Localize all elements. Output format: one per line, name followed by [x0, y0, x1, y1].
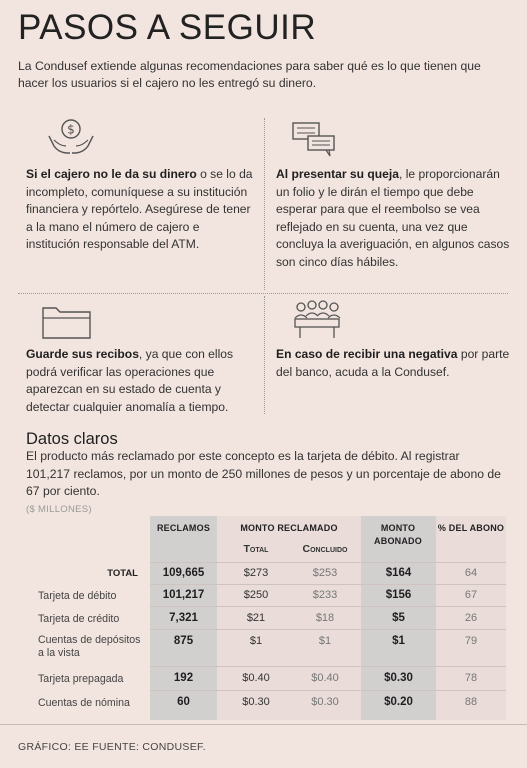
row-label: Cuentas de depósitos a la vista: [38, 634, 141, 659]
cell-pct: 64: [464, 567, 478, 579]
step-1-body: o se lo da incompleto, comuníquese a su …: [26, 167, 253, 252]
folder-icon: [42, 307, 91, 339]
row-label-total: TOTAL: [107, 568, 138, 579]
cell-abonado: $0.20: [384, 696, 413, 708]
cell-pct: 78: [464, 672, 478, 684]
header-monto-abonado: MONTO ABONADO: [374, 523, 422, 546]
cell-pct: 26: [464, 612, 478, 624]
cell-total: $21: [246, 612, 266, 624]
footer-rule: [0, 724, 527, 725]
pct-abono-column-bg: [436, 516, 506, 720]
header-pct-abono: % DEL ABONO: [437, 523, 505, 533]
row-separator: [150, 584, 506, 585]
row-separator: [150, 629, 506, 630]
row-label: Tarjeta de débito: [38, 590, 117, 602]
cell-total: $0.40: [242, 672, 270, 684]
cell-reclamos: 7,321: [169, 612, 198, 624]
cell-total: $250: [243, 589, 269, 601]
money-hands-icon: $: [48, 119, 94, 154]
step-3-body: , ya que con ellos podrá verificar las o…: [26, 347, 234, 414]
step-2-lead: Al presentar su queja: [276, 167, 399, 181]
header-concluido: Concluido: [302, 543, 348, 555]
row-separator: [150, 666, 506, 667]
monto-reclamado-column-bg: [217, 516, 361, 720]
cell-concluido: $1: [318, 635, 332, 647]
chat-bubbles-icon: [292, 122, 335, 157]
header-monto-reclamado: MONTO RECLAMADO: [240, 523, 338, 533]
reclamos-column-bg: [150, 516, 217, 720]
step-3-lead: Guarde sus recibos: [26, 347, 139, 361]
row-label: Tarjeta de crédito: [38, 613, 120, 625]
cell-abonado: $0.30: [384, 672, 413, 684]
step-2-body: , le proporcionarán un folio y le dirán …: [276, 167, 510, 269]
step-1-text: Si el cajero no le da su dinero o se lo …: [26, 166, 254, 254]
cell-total: $1: [249, 635, 263, 647]
horizontal-divider: [18, 293, 508, 294]
cell-abonado: $5: [392, 612, 405, 624]
cell-concluido: $233: [312, 589, 338, 601]
row-separator: [150, 690, 506, 691]
cell-concluido: $0.40: [311, 672, 339, 684]
cell-abonado: $156: [385, 589, 412, 601]
vertical-divider-top: [264, 118, 265, 290]
cell-reclamos: 192: [173, 672, 194, 684]
step-4-body: por parte del banco, acuda a la Condusef…: [276, 347, 510, 379]
cell-concluido: $18: [315, 612, 335, 624]
cell-concluido: $253: [312, 567, 338, 579]
step-1-lead: Si el cajero no le da su dinero: [26, 167, 197, 181]
intro-text: La Condusef extiende algunas recomendaci…: [18, 59, 481, 90]
cell-reclamos: 101,217: [162, 589, 205, 601]
svg-text:$: $: [67, 123, 75, 137]
cell-reclamos: 60: [177, 696, 190, 708]
vertical-divider-bottom: [264, 296, 265, 414]
datos-text: El producto más reclamado por este conce…: [26, 449, 501, 498]
cell-abonado: $164: [385, 567, 412, 579]
cell-pct: 79: [464, 635, 478, 647]
cell-pct: 88: [464, 696, 478, 708]
row-label: Cuentas de nómina: [38, 697, 130, 709]
cell-total: $0.30: [242, 696, 270, 708]
header-reclamos: RECLAMOS: [156, 523, 211, 533]
cell-abonado: $1: [392, 635, 405, 647]
cell-concluido: $0.30: [311, 696, 339, 708]
cell-pct: 67: [464, 589, 478, 601]
step-2-text: Al presentar su queja, le proporcionarán…: [276, 166, 512, 272]
monto-abonado-column-bg: [361, 516, 436, 720]
cell-reclamos: 109,665: [162, 567, 205, 579]
header-total: Total: [243, 543, 269, 555]
cell-total: $273: [243, 567, 269, 579]
step-4-text: En caso de recibir una negativa por part…: [276, 346, 512, 381]
meeting-icon: [294, 300, 341, 338]
step-4-lead: En caso de recibir una negativa: [276, 347, 458, 361]
row-label: Tarjeta prepagada: [38, 673, 124, 685]
cell-reclamos: 875: [173, 635, 194, 647]
units-label: ($ MILLONES): [26, 504, 92, 515]
datos-title: Datos claros: [26, 430, 118, 448]
row-separator: [150, 562, 506, 563]
step-3-text: Guarde sus recibos, ya que con ellos pod…: [26, 346, 258, 416]
page-title: PASOS A SEGUIR: [18, 8, 317, 47]
row-separator: [150, 606, 506, 607]
footer-credit: GRÁFICO: EE FUENTE: CONDUSEF.: [18, 741, 206, 753]
